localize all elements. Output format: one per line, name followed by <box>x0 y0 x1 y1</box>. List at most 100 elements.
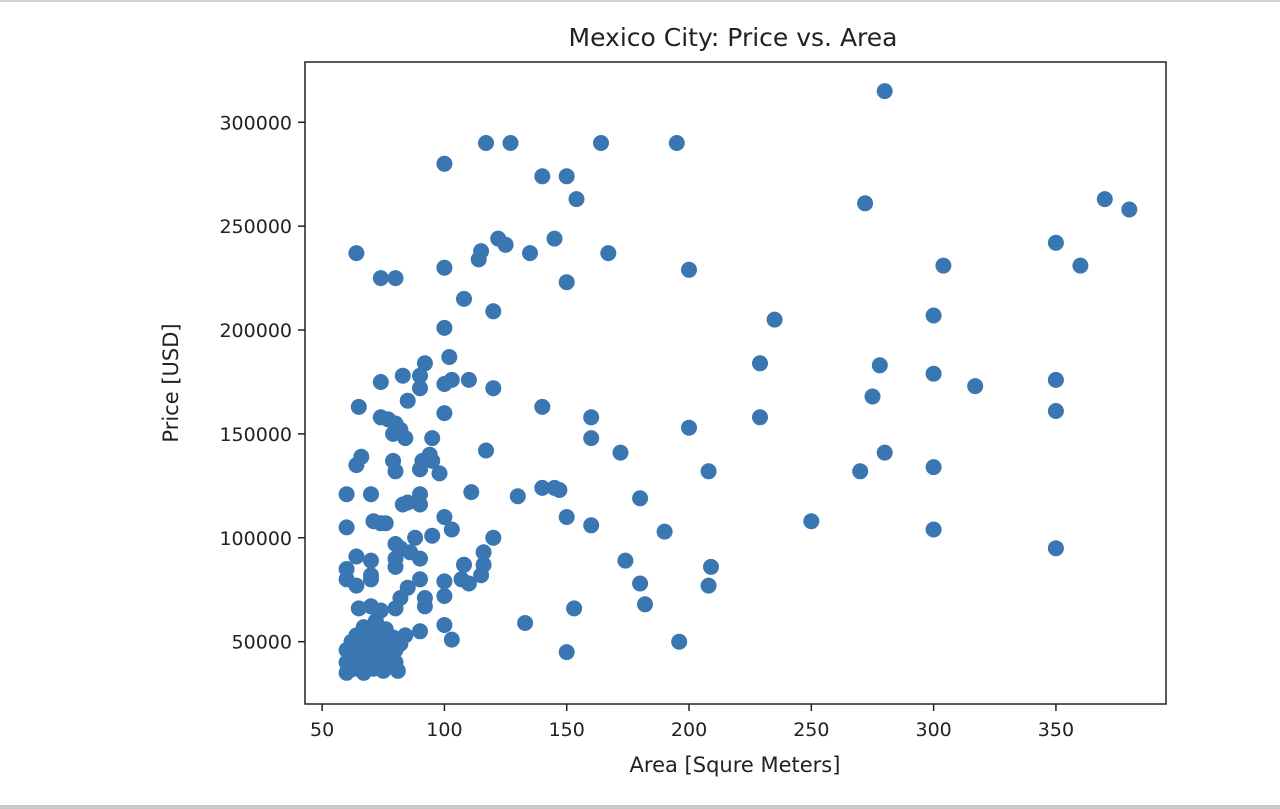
data-point <box>935 257 952 274</box>
data-point <box>443 631 460 648</box>
data-point <box>558 274 575 291</box>
data-point <box>387 270 404 287</box>
data-point <box>583 517 600 534</box>
data-point <box>1047 371 1064 388</box>
data-point <box>925 365 942 382</box>
data-point <box>637 596 653 613</box>
data-point <box>431 465 448 482</box>
data-point <box>443 371 460 388</box>
data-point <box>509 488 526 505</box>
data-point <box>700 463 717 480</box>
data-point <box>752 409 768 426</box>
data-point <box>566 600 583 617</box>
data-point <box>1047 234 1064 251</box>
data-point <box>1047 403 1064 419</box>
data-point <box>412 380 428 397</box>
data-point <box>668 135 685 151</box>
data-point <box>387 558 404 575</box>
data-point <box>558 168 575 185</box>
data-point <box>1072 257 1089 274</box>
data-point <box>370 656 387 673</box>
data-point <box>864 388 881 405</box>
data-point <box>436 259 453 276</box>
data-point <box>363 486 379 503</box>
y-tick-label: 100000 <box>219 528 292 550</box>
data-point <box>424 527 441 544</box>
data-point <box>925 307 942 324</box>
data-point <box>363 571 379 588</box>
data-point <box>412 367 428 384</box>
data-point <box>632 490 649 507</box>
data-point <box>399 494 416 511</box>
data-point <box>473 567 490 584</box>
data-point <box>470 251 487 268</box>
data-point <box>475 544 492 561</box>
data-point <box>456 290 472 307</box>
data-point <box>407 529 424 546</box>
data-point <box>617 552 634 569</box>
x-tick-label: 50 <box>310 719 334 741</box>
data-point <box>412 623 428 640</box>
data-point <box>534 398 551 415</box>
points-layer <box>338 83 1138 681</box>
data-point <box>397 627 414 644</box>
data-point <box>1047 540 1064 557</box>
data-point <box>876 444 893 461</box>
data-point <box>703 558 719 575</box>
y-tick-label: 150000 <box>219 424 292 446</box>
data-point <box>681 261 697 278</box>
data-point <box>593 135 609 151</box>
data-point <box>1096 191 1113 208</box>
data-point <box>389 662 406 679</box>
data-point <box>363 552 379 569</box>
data-point <box>485 380 502 397</box>
data-point <box>456 556 472 573</box>
data-point <box>522 245 538 262</box>
data-point <box>600 245 617 262</box>
data-point <box>485 529 502 546</box>
data-point <box>436 319 453 336</box>
data-point <box>497 236 514 253</box>
x-tick-label: 300 <box>915 719 951 741</box>
data-point <box>478 442 494 459</box>
data-point <box>338 519 355 536</box>
data-point <box>441 349 458 365</box>
data-point <box>382 646 399 663</box>
data-point <box>460 575 477 592</box>
y-axis-label: Price [USD] <box>159 323 183 442</box>
data-point <box>803 513 820 530</box>
x-tick-label: 200 <box>671 719 707 741</box>
data-point <box>372 270 389 287</box>
chart-title: Mexico City: Price vs. Area <box>569 23 898 52</box>
data-point <box>681 419 697 436</box>
data-point <box>857 195 874 212</box>
y-tick-label: 300000 <box>219 112 292 134</box>
x-tick-label: 350 <box>1038 719 1074 741</box>
x-axis-ticks: 50 100 150 200 250 300 350 <box>310 704 1074 741</box>
data-point <box>766 311 783 328</box>
data-point <box>436 573 453 590</box>
data-point <box>348 548 365 565</box>
x-tick-label: 100 <box>426 719 462 741</box>
data-point <box>876 83 893 100</box>
data-point <box>436 509 453 525</box>
data-point <box>671 633 688 650</box>
data-point <box>612 444 629 461</box>
data-point <box>534 479 551 496</box>
data-point <box>372 602 389 619</box>
x-tick-label: 250 <box>793 719 829 741</box>
data-point <box>436 588 453 604</box>
plot-area-border <box>304 61 1167 705</box>
data-point <box>502 135 519 151</box>
data-point <box>700 577 717 594</box>
data-point <box>558 509 575 525</box>
data-point <box>416 598 433 615</box>
data-point <box>871 357 888 374</box>
data-point <box>436 617 453 633</box>
data-point <box>416 355 433 372</box>
data-point <box>377 515 394 532</box>
data-point <box>394 367 411 384</box>
data-point <box>925 459 942 476</box>
data-point <box>534 168 551 185</box>
